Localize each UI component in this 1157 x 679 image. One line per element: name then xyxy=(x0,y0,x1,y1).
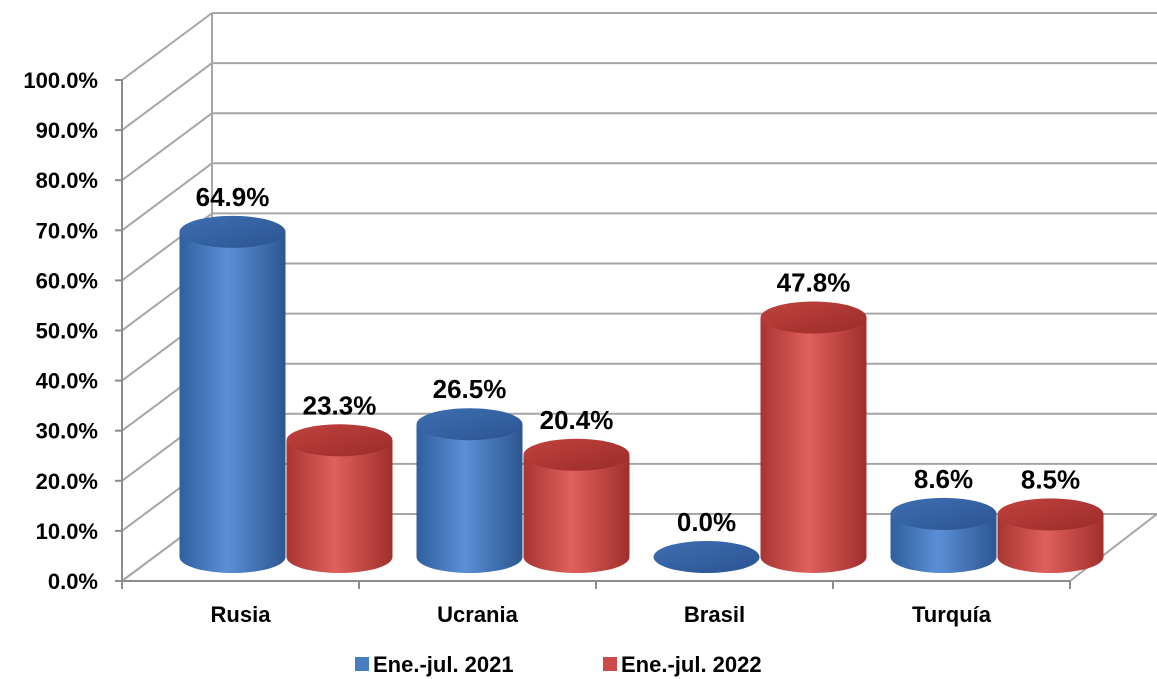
data-label: 23.3% xyxy=(303,390,377,420)
y-tick-labels: 0.0% 10.0% 20.0% 30.0% 40.0% 50.0% 60.0% 70.0% 8… xyxy=(23,68,98,594)
data-label: 64.9% xyxy=(196,182,270,212)
gridline-side xyxy=(121,162,213,232)
data-label: 20.4% xyxy=(540,405,614,435)
legend-swatch xyxy=(355,657,369,671)
y-tick-label: 70.0% xyxy=(36,218,98,243)
bar xyxy=(997,498,1104,573)
legend-item: Ene.-jul. 2022 xyxy=(603,652,762,677)
bar-body xyxy=(416,424,523,573)
legend-item: Ene.-jul. 2021 xyxy=(355,652,514,677)
y-tick-label: 90.0% xyxy=(36,118,98,143)
bar-top xyxy=(416,408,523,441)
y-tick-label: 30.0% xyxy=(36,419,98,444)
category-label: Turquía xyxy=(912,602,992,627)
y-tick-label: 50.0% xyxy=(36,319,98,344)
bar-body xyxy=(523,454,630,573)
gridline-side xyxy=(121,62,213,131)
bar xyxy=(760,301,867,573)
bar-top xyxy=(653,541,760,573)
bar-body xyxy=(760,317,867,573)
y-tick-label: 20.0% xyxy=(36,469,98,494)
bar-top xyxy=(890,497,997,530)
bar-top xyxy=(760,301,867,334)
bar xyxy=(416,408,523,573)
data-label: 8.6% xyxy=(914,464,973,494)
legend: Ene.-jul. 2021 Ene.-jul. 2022 xyxy=(355,652,762,677)
bar-body xyxy=(890,513,997,573)
y-tick-label: 40.0% xyxy=(36,369,98,394)
bar-body xyxy=(179,231,286,573)
data-label: 0.0% xyxy=(677,507,736,537)
bar xyxy=(286,424,393,573)
bar-top xyxy=(179,215,286,248)
bar-top xyxy=(523,438,630,471)
category-labels: Rusia Ucrania Brasil Turquía xyxy=(211,602,992,627)
data-label: 47.8% xyxy=(777,268,851,298)
bar-body xyxy=(286,440,393,573)
y-tick-label: 60.0% xyxy=(36,268,98,293)
gridline-side xyxy=(121,112,213,182)
gridline-side xyxy=(121,12,213,81)
legend-swatch xyxy=(603,657,617,671)
category-label: Rusia xyxy=(211,602,272,627)
y-tick-label: 10.0% xyxy=(36,519,98,544)
data-label: 8.5% xyxy=(1021,464,1080,494)
legend-label: Ene.-jul. 2021 xyxy=(373,652,514,677)
category-label: Brasil xyxy=(684,602,745,627)
bar-top xyxy=(286,424,393,457)
bar-body xyxy=(997,514,1104,573)
data-labels: 64.9% 23.3% 26.5% 20.4% 0.0% 47.8% 8.6% 8.5% xyxy=(196,182,1081,537)
y-tick-label: 80.0% xyxy=(36,168,98,193)
category-label: Ucrania xyxy=(437,602,518,627)
y-tick-label: 100.0% xyxy=(23,68,98,93)
bar xyxy=(179,215,286,573)
bar xyxy=(653,541,760,573)
data-label: 26.5% xyxy=(433,374,507,404)
bar xyxy=(523,438,630,573)
y-tick-label: 0.0% xyxy=(48,569,98,594)
bars xyxy=(179,215,1104,573)
axes xyxy=(115,79,1071,589)
legend-label: Ene.-jul. 2022 xyxy=(621,652,762,677)
bar xyxy=(890,497,997,573)
bar-top xyxy=(997,498,1104,531)
